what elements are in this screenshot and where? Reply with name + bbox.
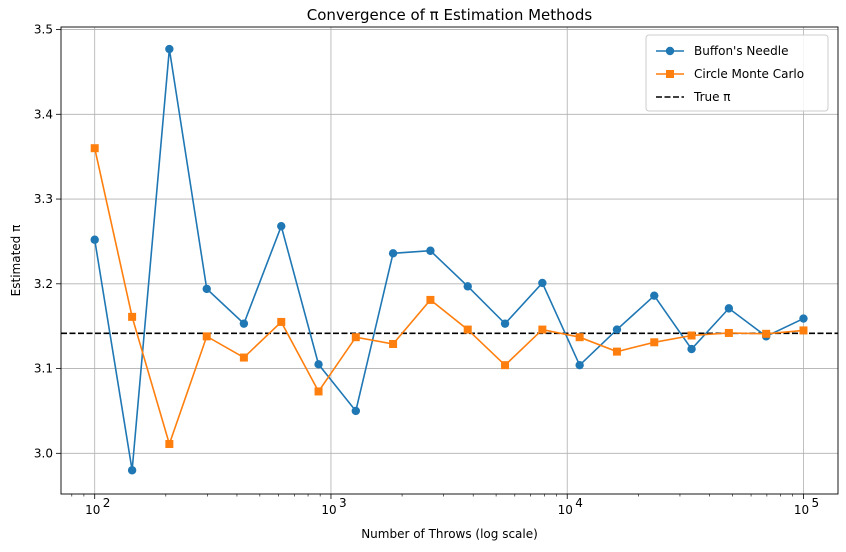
data-point	[165, 439, 174, 448]
grid	[61, 27, 838, 494]
data-point	[724, 328, 733, 337]
data-point	[650, 338, 659, 347]
data-point	[389, 339, 398, 348]
legend: Buffon's Needle Circle Monte Carlo True π	[645, 34, 829, 112]
x-tick-label: 10	[558, 503, 573, 517]
ticks: 10 2 10 3 10 4 10 53.03.13.23.33.43.5	[34, 23, 819, 517]
data-point	[612, 325, 622, 334]
y-tick-label: 3.4	[34, 107, 53, 121]
data-point	[239, 353, 248, 362]
data-point	[277, 317, 286, 326]
data-point	[202, 284, 211, 294]
y-tick-label: 3.1	[34, 362, 53, 376]
data-point	[314, 360, 323, 369]
data-point	[277, 221, 286, 231]
data-point	[239, 319, 249, 328]
y-tick-label: 3.5	[34, 23, 53, 37]
data-point	[165, 44, 174, 54]
x-tick-exponent: 5	[811, 496, 819, 510]
legend-swatch-marker	[665, 46, 675, 56]
data-point	[314, 387, 323, 396]
plot-frame	[60, 26, 839, 495]
y-tick-label: 3.0	[34, 446, 53, 460]
data-point	[426, 295, 435, 304]
x-tick-exponent: 3	[339, 496, 347, 510]
data-point	[687, 344, 696, 354]
x-tick-exponent: 2	[103, 496, 111, 510]
data-point	[128, 312, 137, 321]
series-1	[90, 144, 808, 448]
x-tick-label: 10	[85, 503, 100, 517]
chart-title: Convergence of π Estimation Methods	[307, 6, 593, 24]
x-tick-exponent: 4	[575, 496, 583, 510]
y-axis-label: Estimated π	[9, 225, 23, 297]
data-point	[538, 278, 547, 288]
y-tick-label: 3.2	[34, 277, 53, 291]
data-point	[799, 314, 808, 323]
data-point	[351, 406, 361, 416]
series-line	[93, 148, 804, 447]
data-point	[463, 325, 472, 334]
data-point	[538, 325, 547, 334]
legend-label: Circle Monte Carlo	[694, 67, 804, 81]
series-0	[90, 44, 808, 475]
x-tick-label: 10	[794, 503, 809, 517]
data-point	[612, 347, 621, 356]
data-point	[724, 304, 734, 313]
data-point	[687, 331, 696, 340]
data-point	[650, 291, 659, 300]
y-tick-label: 3.3	[34, 192, 53, 206]
data-point	[90, 144, 99, 153]
data-point	[762, 329, 771, 338]
data-point	[351, 333, 360, 342]
data-point	[202, 332, 211, 341]
legend-swatch-marker	[666, 70, 674, 78]
series-layer	[90, 44, 808, 475]
data-point	[426, 246, 435, 255]
data-point	[799, 326, 808, 335]
x-tick-label: 10	[321, 503, 336, 517]
data-point	[575, 333, 584, 342]
data-point	[90, 235, 99, 244]
legend-label: Buffon's Needle	[694, 44, 789, 58]
data-point	[501, 361, 510, 370]
x-axis-label: Number of Throws (log scale)	[361, 527, 538, 541]
data-point	[500, 319, 510, 328]
legend-box	[645, 34, 829, 112]
data-point	[127, 466, 137, 475]
data-point	[388, 249, 398, 258]
series-line	[93, 48, 804, 471]
data-point	[575, 360, 584, 370]
legend-label: True π	[693, 90, 731, 104]
data-point	[463, 282, 472, 291]
